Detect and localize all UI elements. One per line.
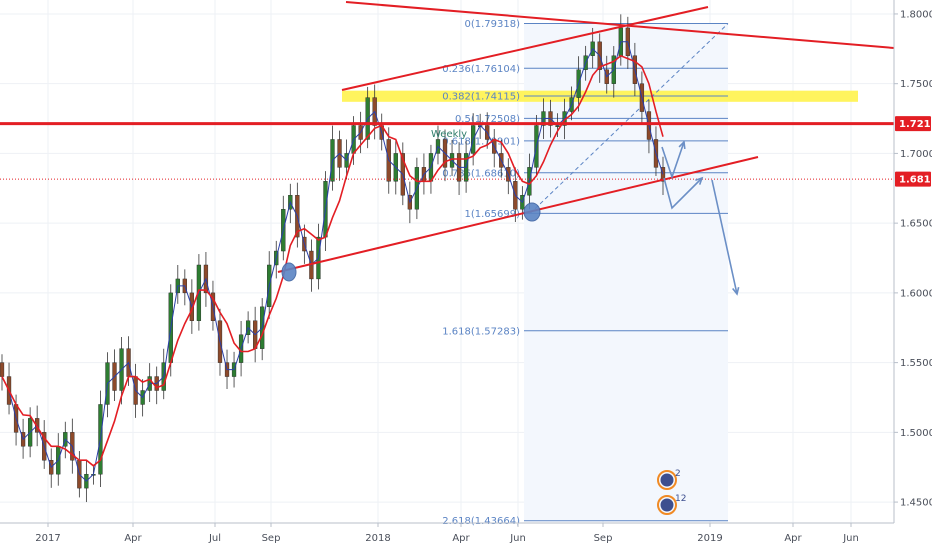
fib-level-label: 2.618(1.43664) bbox=[442, 516, 520, 527]
fib-level-label: 0.786(1.68610) bbox=[442, 168, 520, 179]
fib-level-label: 0(1.79318) bbox=[464, 19, 520, 30]
x-tick-label: 2018 bbox=[365, 533, 390, 544]
event-badge-icon bbox=[660, 498, 674, 512]
projection-arrow-bounce bbox=[661, 141, 685, 180]
price-tag-box bbox=[895, 116, 931, 132]
x-tick-label: 2019 bbox=[697, 533, 722, 544]
channel-top-trendline bbox=[341, 6, 709, 91]
upper-resistance-trendline bbox=[345, 1, 895, 49]
y-tick-label: 1.80000 bbox=[900, 9, 932, 20]
x-tick-label: Jun bbox=[842, 533, 859, 544]
rising-support-trendline bbox=[277, 156, 759, 273]
price-tag-label: 1.68156 bbox=[899, 175, 932, 186]
fib-level-label: 1.618(1.57283) bbox=[442, 326, 520, 337]
timeframe-annotation: Weekly bbox=[431, 129, 467, 140]
candle-body bbox=[0, 362, 5, 377]
pivot-low-marker bbox=[523, 202, 541, 222]
x-tick-label: Apr bbox=[452, 533, 470, 544]
y-tick-label: 1.65000 bbox=[900, 219, 932, 230]
y-tick-label: 1.60000 bbox=[900, 288, 932, 299]
pivot-low-marker bbox=[281, 262, 297, 282]
projection-arrow-decline bbox=[711, 179, 738, 295]
projection-arrow-retest bbox=[663, 177, 703, 210]
fib-level-label: 0.382(1.74115) bbox=[442, 92, 520, 103]
fibonacci-retracement[interactable]: 0(1.79318) 0.236(1.76104) 0.382(1.74115) 0.… bbox=[442, 19, 729, 527]
event-badge-count: 2 bbox=[675, 469, 681, 479]
event-badge-ring bbox=[657, 495, 677, 515]
y-tick-label: 1.70000 bbox=[900, 149, 932, 160]
projection-arrow-bounce-head bbox=[678, 140, 686, 150]
y-tick-label: 1.75000 bbox=[900, 79, 932, 90]
moving-averages bbox=[1, 41, 664, 482]
highlight-zones bbox=[342, 23, 858, 521]
slow-moving-average-line bbox=[1, 54, 664, 467]
fib-level-label: 1(1.65699) bbox=[464, 209, 520, 220]
fib-level-label: 0.236(1.76104) bbox=[442, 64, 520, 75]
fib-level-label: 0.618(1.70901) bbox=[442, 136, 520, 147]
grid-lines bbox=[0, 0, 894, 523]
x-tick-label: Sep bbox=[262, 533, 281, 544]
price-tag-box bbox=[895, 171, 931, 187]
event-badge-ring bbox=[657, 470, 677, 490]
x-tick-label: Jun bbox=[509, 533, 526, 544]
price-tags: 1.72132 1.68156 bbox=[895, 116, 932, 187]
price-tag-label: 1.72132 bbox=[899, 119, 932, 130]
trend-drawings[interactable]: Weekly 2 12 bbox=[0, 1, 895, 515]
y-tick-label: 1.50000 bbox=[900, 428, 932, 439]
x-tick-label: Sep bbox=[594, 533, 613, 544]
x-tick-label: 2017 bbox=[35, 533, 60, 544]
y-tick-label: 1.55000 bbox=[900, 358, 932, 369]
fast-moving-average-line bbox=[1, 41, 664, 482]
candle-body bbox=[660, 167, 666, 182]
event-badge-icon bbox=[660, 473, 674, 487]
event-badge-count: 12 bbox=[675, 494, 686, 504]
fib-shaded-area bbox=[524, 23, 728, 521]
x-tick-label: Apr bbox=[124, 533, 142, 544]
projection-arrow-retest-head bbox=[695, 176, 704, 185]
x-tick-label: Apr bbox=[784, 533, 802, 544]
y-tick-label: 1.45000 bbox=[900, 498, 932, 509]
projection-arrow-decline-head bbox=[732, 287, 740, 296]
x-tick-label: Jul bbox=[208, 533, 221, 544]
fib-trend-line bbox=[529, 23, 729, 214]
